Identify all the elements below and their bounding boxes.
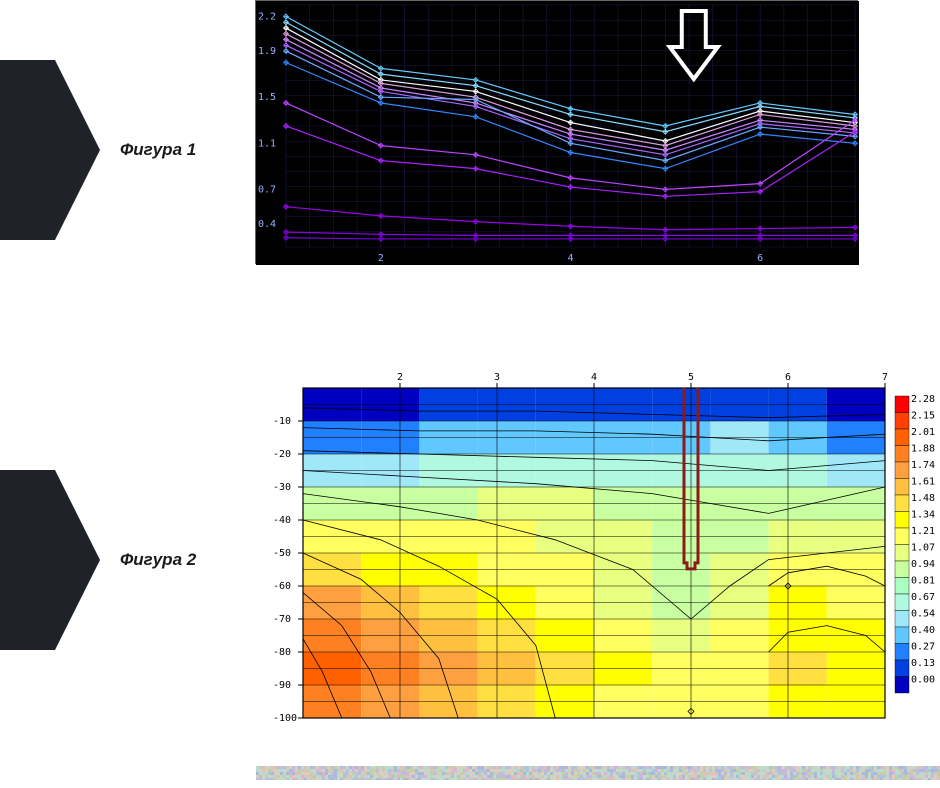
figure2-label: Фигура 2 xyxy=(120,550,196,570)
chevron-icon xyxy=(0,60,100,240)
svg-text:2.15: 2.15 xyxy=(911,411,935,422)
chevron-icon xyxy=(0,470,100,650)
svg-text:2.28: 2.28 xyxy=(911,394,935,405)
figure1-label-block: Фигура 1 xyxy=(0,60,196,240)
svg-text:0.4: 0.4 xyxy=(258,219,276,230)
svg-text:0.94: 0.94 xyxy=(911,559,935,570)
svg-text:1.74: 1.74 xyxy=(911,460,935,471)
svg-text:2: 2 xyxy=(397,372,403,383)
figure2-chart: 2 3 4 5 6 7 -10 -20 -30 -40 -50 -60 -70 -80 -90 -100 2.2… xyxy=(255,366,940,734)
figure1-label: Фигура 1 xyxy=(120,140,196,160)
svg-text:0.7: 0.7 xyxy=(258,184,276,195)
svg-text:5: 5 xyxy=(688,372,694,383)
svg-text:0.40: 0.40 xyxy=(911,625,935,636)
svg-text:1.48: 1.48 xyxy=(911,493,935,504)
svg-text:1.88: 1.88 xyxy=(911,444,935,455)
figure1-chart: 0.4 0.7 1.1 1.5 1.9 2.2 2 4 6 xyxy=(255,0,858,264)
svg-text:4: 4 xyxy=(568,253,574,264)
svg-text:6: 6 xyxy=(785,372,791,383)
svg-text:-70: -70 xyxy=(273,614,291,625)
svg-text:2.01: 2.01 xyxy=(911,427,935,438)
svg-text:1.9: 1.9 xyxy=(258,46,276,57)
svg-text:-20: -20 xyxy=(273,449,291,460)
svg-text:-100: -100 xyxy=(273,713,297,724)
svg-text:-60: -60 xyxy=(273,581,291,592)
svg-text:-30: -30 xyxy=(273,482,291,493)
svg-text:0.67: 0.67 xyxy=(911,592,935,603)
svg-text:3: 3 xyxy=(494,372,500,383)
svg-text:0.54: 0.54 xyxy=(911,609,935,620)
svg-text:0.81: 0.81 xyxy=(911,576,935,587)
svg-text:1.61: 1.61 xyxy=(911,477,935,488)
svg-text:1.5: 1.5 xyxy=(258,92,276,103)
svg-text:6: 6 xyxy=(757,253,763,264)
svg-text:4: 4 xyxy=(591,372,597,383)
svg-text:1.34: 1.34 xyxy=(911,510,935,521)
svg-text:-90: -90 xyxy=(273,680,291,691)
figure2-label-block: Фигура 2 xyxy=(0,470,196,650)
svg-text:1.21: 1.21 xyxy=(911,526,935,537)
svg-text:-10: -10 xyxy=(273,416,291,427)
svg-text:2: 2 xyxy=(378,253,384,264)
noise-strip xyxy=(256,766,940,780)
svg-text:0.27: 0.27 xyxy=(911,642,935,653)
svg-text:2.2: 2.2 xyxy=(258,12,276,23)
svg-text:1.07: 1.07 xyxy=(911,543,935,554)
svg-text:0.00: 0.00 xyxy=(911,675,935,686)
svg-text:-50: -50 xyxy=(273,548,291,559)
svg-text:-80: -80 xyxy=(273,647,291,658)
svg-text:7: 7 xyxy=(882,372,888,383)
svg-text:0.13: 0.13 xyxy=(911,658,935,669)
svg-text:-40: -40 xyxy=(273,515,291,526)
svg-text:1.1: 1.1 xyxy=(258,138,276,149)
